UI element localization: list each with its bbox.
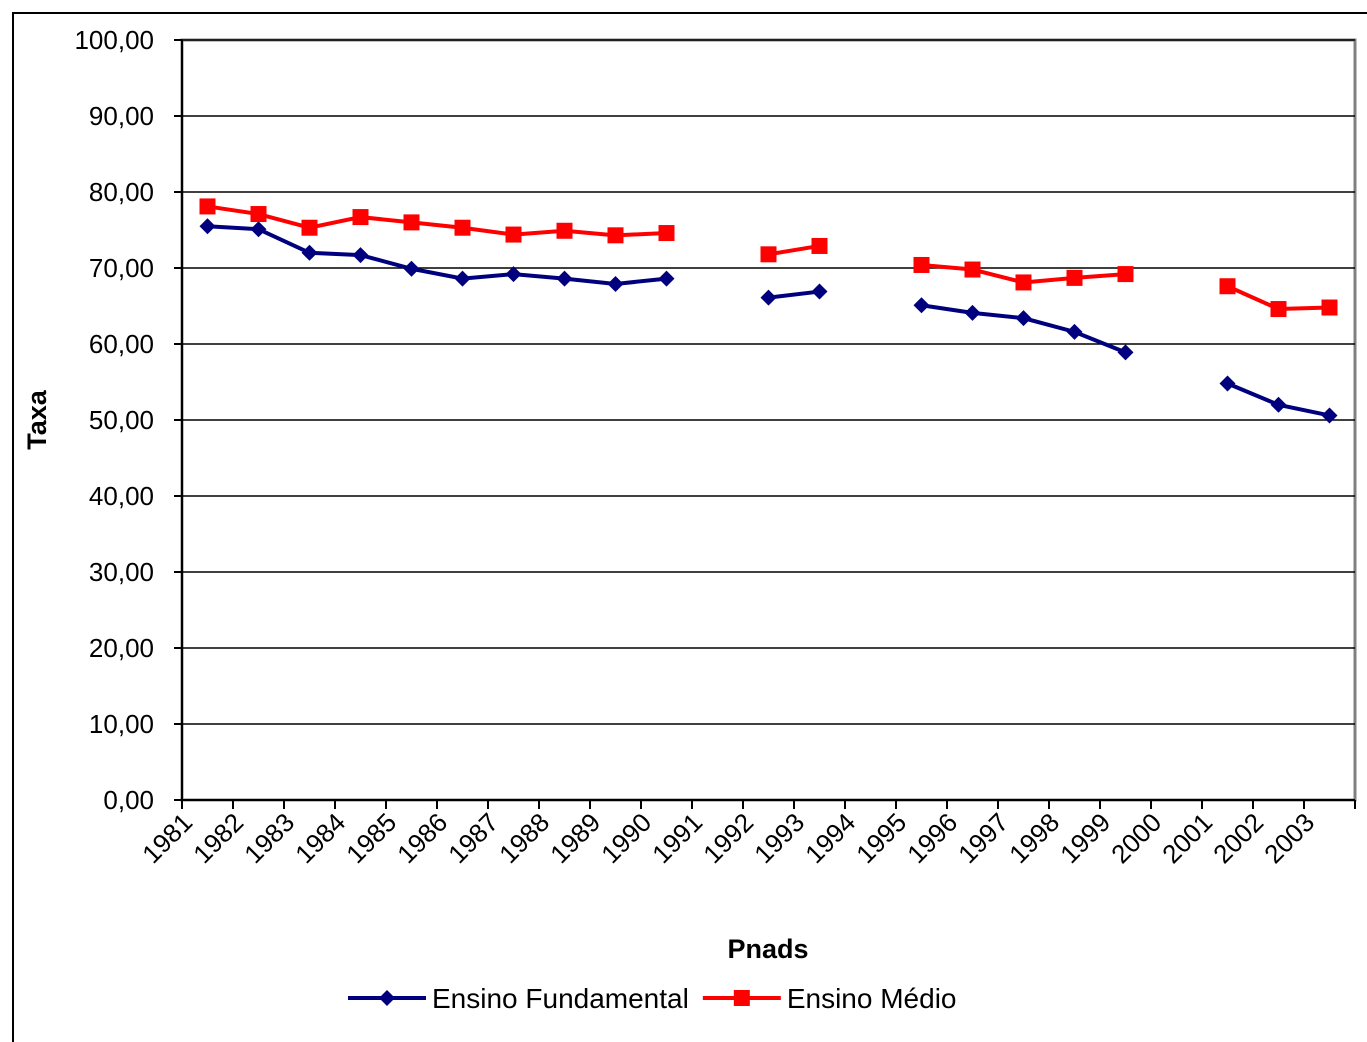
y-tick-label: 0,00 [103, 785, 154, 815]
y-tick-label: 50,00 [89, 405, 154, 435]
y-tick-label: 40,00 [89, 481, 154, 511]
data-point [1117, 344, 1134, 361]
x-tick-label: 1992 [697, 807, 759, 869]
data-point [760, 289, 777, 306]
y-axis-title: Taxa [22, 389, 52, 450]
data-point [403, 214, 420, 231]
y-tick-label: 10,00 [89, 709, 154, 739]
y-axis-ticks: 0,00 10,00 20,00 30,00 40,00 50,00 60,00 70,00 8… [74, 25, 182, 815]
legend-swatch-marker [379, 990, 395, 1006]
data-point [403, 260, 420, 277]
y-tick-label: 30,00 [89, 557, 154, 587]
x-tick-label: 1989 [544, 807, 606, 869]
data-point [1321, 407, 1338, 424]
data-point [199, 218, 216, 235]
data-point [1066, 323, 1083, 340]
data-point [454, 219, 471, 236]
data-point [811, 283, 828, 300]
x-tick-label: 1997 [952, 807, 1014, 869]
series-line-segment [207, 224, 667, 286]
data-point [607, 275, 624, 292]
data-point [505, 226, 522, 243]
x-tick-label: 1993 [748, 807, 810, 869]
data-point [1321, 299, 1338, 316]
x-tick-label: 1982 [187, 807, 249, 869]
gridlines [182, 39, 1355, 725]
x-tick-label: 1994 [799, 807, 861, 869]
series-2 [199, 198, 1338, 318]
data-point [964, 261, 981, 278]
series-line-segment [768, 289, 820, 300]
y-tick-label: 100,00 [74, 25, 154, 55]
x-tick-label: 2000 [1105, 807, 1167, 869]
data-point [250, 206, 267, 223]
data-point [1219, 375, 1236, 392]
data-point [199, 198, 216, 215]
data-point [1066, 269, 1083, 286]
x-tick-label: 1990 [595, 807, 657, 869]
x-tick-label: 1995 [850, 807, 912, 869]
data-point [505, 266, 522, 283]
legend-label: Ensino Fundamental [432, 983, 689, 1014]
data-point [250, 221, 267, 238]
x-tick-label: 1998 [1003, 807, 1065, 869]
data-point [760, 246, 777, 263]
x-tick-label: 1991 [646, 807, 708, 869]
series-group [199, 198, 1338, 424]
data-point [556, 222, 573, 239]
x-tick-label: 1999 [1054, 807, 1116, 869]
chart-frame [12, 12, 1367, 1042]
x-tick-label: 1985 [340, 807, 402, 869]
legend-swatch-marker [733, 990, 750, 1006]
series-1 [199, 218, 1338, 424]
x-tick-label: 2003 [1258, 807, 1320, 869]
y-tick-label: 60,00 [89, 329, 154, 359]
data-point [913, 297, 930, 314]
x-tick-label: 1988 [493, 807, 555, 869]
data-point [352, 247, 369, 264]
x-tick-label: 1984 [289, 807, 351, 869]
data-point [301, 219, 318, 236]
x-tick-label: 1983 [238, 807, 300, 869]
data-point [454, 270, 471, 287]
series-line-segment [207, 204, 667, 238]
y-tick-label: 20,00 [89, 633, 154, 663]
data-point [1117, 266, 1134, 283]
data-point [1270, 396, 1287, 413]
legend: Ensino Fundamental Ensino Médio [348, 983, 956, 1014]
data-point [658, 225, 675, 242]
data-point [964, 304, 981, 321]
x-tick-label: 1987 [442, 807, 504, 869]
data-point [1015, 274, 1032, 291]
x-axis-ticks: 1981198219831984198519861987198819891990… [136, 800, 1356, 869]
x-tick-label: 2001 [1156, 807, 1218, 869]
legend-label: Ensino Médio [787, 983, 957, 1014]
data-point [658, 270, 675, 287]
data-point [1270, 301, 1287, 318]
y-tick-label: 90,00 [89, 101, 154, 131]
series-line-segment [768, 243, 820, 257]
data-point [556, 270, 573, 287]
x-tick-label: 1986 [391, 807, 453, 869]
data-point [811, 237, 828, 254]
x-tick-label: 1996 [901, 807, 963, 869]
data-point [913, 256, 930, 273]
data-point [607, 227, 624, 244]
legend-item-2: Ensino Médio [702, 983, 957, 1014]
line-chart: 0,00 10,00 20,00 30,00 40,00 50,00 60,00 70,00 8… [22, 25, 1357, 1014]
y-tick-label: 70,00 [89, 253, 154, 283]
data-point [301, 244, 318, 261]
data-point [1219, 278, 1236, 295]
legend-item-1: Ensino Fundamental [348, 983, 689, 1014]
data-point [1015, 310, 1032, 327]
data-point [352, 209, 369, 226]
y-tick-label: 80,00 [89, 177, 154, 207]
x-tick-label: 1981 [136, 807, 198, 869]
x-axis-title: Pnads [727, 934, 808, 964]
x-tick-label: 2002 [1207, 807, 1269, 869]
